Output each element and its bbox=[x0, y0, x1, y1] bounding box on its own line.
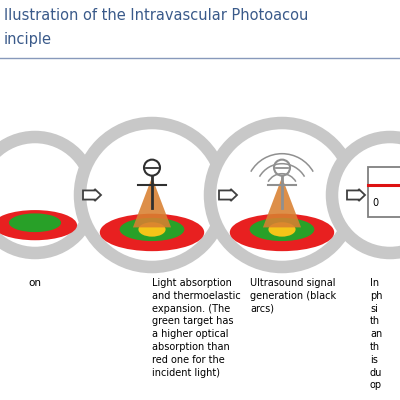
Circle shape bbox=[80, 123, 224, 267]
Circle shape bbox=[210, 123, 354, 267]
Ellipse shape bbox=[100, 214, 204, 251]
Circle shape bbox=[144, 160, 160, 176]
Ellipse shape bbox=[230, 214, 334, 251]
Ellipse shape bbox=[138, 222, 166, 237]
Circle shape bbox=[274, 160, 290, 176]
FancyBboxPatch shape bbox=[368, 167, 400, 217]
Ellipse shape bbox=[9, 213, 61, 232]
Text: llustration of the Intravascular Photoacou: llustration of the Intravascular Photoac… bbox=[4, 8, 308, 23]
Polygon shape bbox=[133, 177, 171, 227]
Text: 0: 0 bbox=[372, 198, 378, 208]
Polygon shape bbox=[347, 189, 365, 201]
Text: Ultrasound signal
generation (black
arcs): Ultrasound signal generation (black arcs… bbox=[250, 278, 336, 314]
Polygon shape bbox=[219, 189, 237, 201]
Text: on: on bbox=[28, 278, 42, 288]
Circle shape bbox=[332, 137, 400, 253]
Ellipse shape bbox=[0, 210, 77, 240]
Ellipse shape bbox=[268, 222, 296, 237]
Text: Light absorption
and thermoelastic
expansion. (The
green target has
a higher opt: Light absorption and thermoelastic expan… bbox=[152, 278, 241, 378]
Ellipse shape bbox=[250, 218, 314, 241]
Text: inciple: inciple bbox=[4, 32, 52, 47]
Polygon shape bbox=[83, 189, 101, 201]
Polygon shape bbox=[263, 177, 301, 227]
Circle shape bbox=[0, 137, 93, 253]
Ellipse shape bbox=[120, 218, 184, 241]
Text: In
ph
si
th
an
th
is
du
op: In ph si th an th is du op bbox=[370, 278, 382, 390]
